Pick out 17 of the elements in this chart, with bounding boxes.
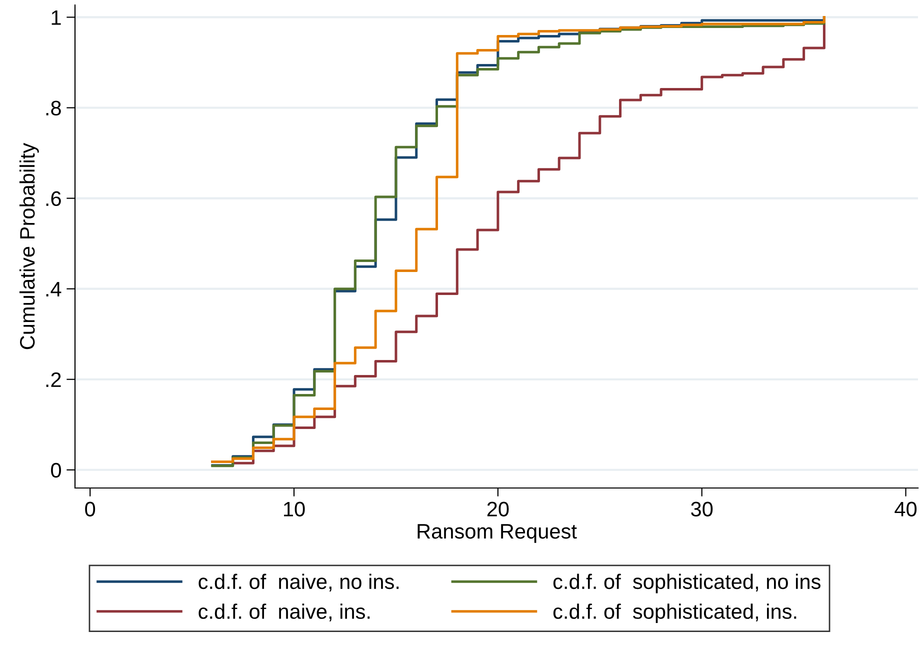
x-axis-title: Ransom Request [418, 524, 577, 543]
x-tick-label: 30 [691, 502, 713, 516]
y-tick-label: .2 [46, 372, 61, 387]
legend-label: c.d.f. of sophisticated, no ins [553, 574, 820, 594]
legend-label: c.d.f. of naive, no ins. [198, 574, 399, 592]
x-tick-label: 40 [894, 502, 917, 516]
y-tick-label: 0 [51, 462, 61, 478]
y-tick-label: .6 [46, 191, 61, 206]
x-tick-label: 20 [487, 502, 509, 516]
legend-label: c.d.f. of sophisticated, ins. [553, 604, 796, 624]
legend-label: c.d.f. of naive, ins. [198, 604, 370, 622]
x-tick-label: 10 [284, 502, 305, 516]
y-axis-title: Cumulative Probability [19, 142, 39, 350]
x-tick-label: 0 [85, 502, 96, 516]
y-tick-label: .8 [46, 100, 61, 116]
y-tick-label: .4 [46, 282, 62, 296]
y-tick-label: 1 [52, 10, 61, 25]
